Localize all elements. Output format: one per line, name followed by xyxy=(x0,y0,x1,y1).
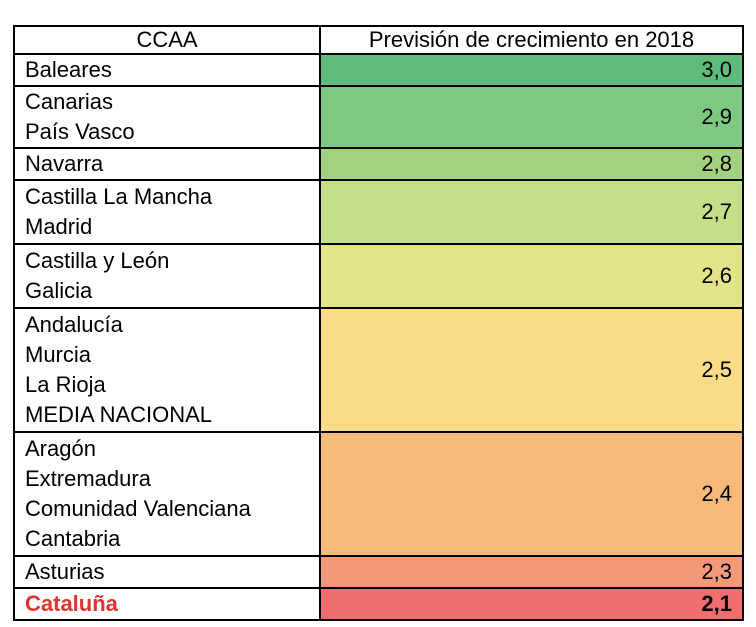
region-cell: Baleares xyxy=(13,53,321,87)
region-name: Galicia xyxy=(25,278,93,303)
forecast-value-cell: 3,0 xyxy=(319,53,744,87)
table-row: Canarias País Vasco 2,9 xyxy=(13,85,744,149)
table-row: Aragón Extremadura Comunidad Valenciana Can… xyxy=(13,431,744,557)
growth-forecast-table: CCAA Previsión de crecimiento en 2018 Ba… xyxy=(13,25,744,621)
region-name: Extremadura xyxy=(25,466,151,491)
region-cell: Aragón Extremadura Comunidad Valenciana Can… xyxy=(13,431,321,557)
region-name: Canarias xyxy=(25,89,114,114)
region-name: Comunidad Valenciana xyxy=(25,496,251,521)
region-name: Madrid xyxy=(25,214,93,239)
region-cell: Navarra xyxy=(13,147,321,181)
region-name: Navarra xyxy=(25,151,104,176)
region-name: Baleares xyxy=(25,57,112,82)
region-name: Aragón xyxy=(25,436,96,461)
region-name: País Vasco xyxy=(25,119,135,144)
region-cell: Cataluña xyxy=(13,587,321,621)
region-cell: Castilla y León Galicia xyxy=(13,243,321,309)
region-name: Murcia xyxy=(25,342,92,367)
table-row: Castilla La Mancha Madrid 2,7 xyxy=(13,179,744,245)
table-row: Navarra 2,8 xyxy=(13,147,744,181)
region-cell: Andalucía Murcia La Rioja MEDIA NACIONAL xyxy=(13,307,321,433)
table-row: Asturias 2,3 xyxy=(13,555,744,589)
table-body: Baleares 3,0 Canarias País Vasco 2,9 Navarra 2… xyxy=(13,53,744,621)
header-ccaa: CCAA xyxy=(13,25,321,55)
header-forecast: Previsión de crecimiento en 2018 xyxy=(319,25,744,55)
region-name: Castilla y León xyxy=(25,248,170,273)
forecast-value-cell: 2,7 xyxy=(319,179,744,245)
region-name: Castilla La Mancha xyxy=(25,184,213,209)
forecast-value-cell: 2,1 xyxy=(319,587,744,621)
forecast-value-cell: 2,4 xyxy=(319,431,744,557)
table-row: Baleares 3,0 xyxy=(13,53,744,87)
region-name: Andalucía xyxy=(25,312,123,337)
forecast-value-cell: 2,9 xyxy=(319,85,744,149)
table-row: Castilla y León Galicia 2,6 xyxy=(13,243,744,309)
forecast-value-cell: 2,6 xyxy=(319,243,744,309)
forecast-value-cell: 2,3 xyxy=(319,555,744,589)
table-row: Cataluña 2,1 xyxy=(13,587,744,621)
region-name: Asturias xyxy=(25,559,105,584)
region-name: La Rioja xyxy=(25,372,106,397)
region-cell: Canarias País Vasco xyxy=(13,85,321,149)
region-name: Cantabria xyxy=(25,526,121,551)
header-row: CCAA Previsión de crecimiento en 2018 xyxy=(13,25,744,55)
table-row: Andalucía Murcia La Rioja MEDIA NACIONAL 2,5 xyxy=(13,307,744,433)
forecast-value-cell: 2,5 xyxy=(319,307,744,433)
region-cell: Asturias xyxy=(13,555,321,589)
forecast-value-cell: 2,8 xyxy=(319,147,744,181)
region-name: MEDIA NACIONAL xyxy=(25,402,213,427)
region-name: Cataluña xyxy=(25,591,118,616)
region-cell: Castilla La Mancha Madrid xyxy=(13,179,321,245)
